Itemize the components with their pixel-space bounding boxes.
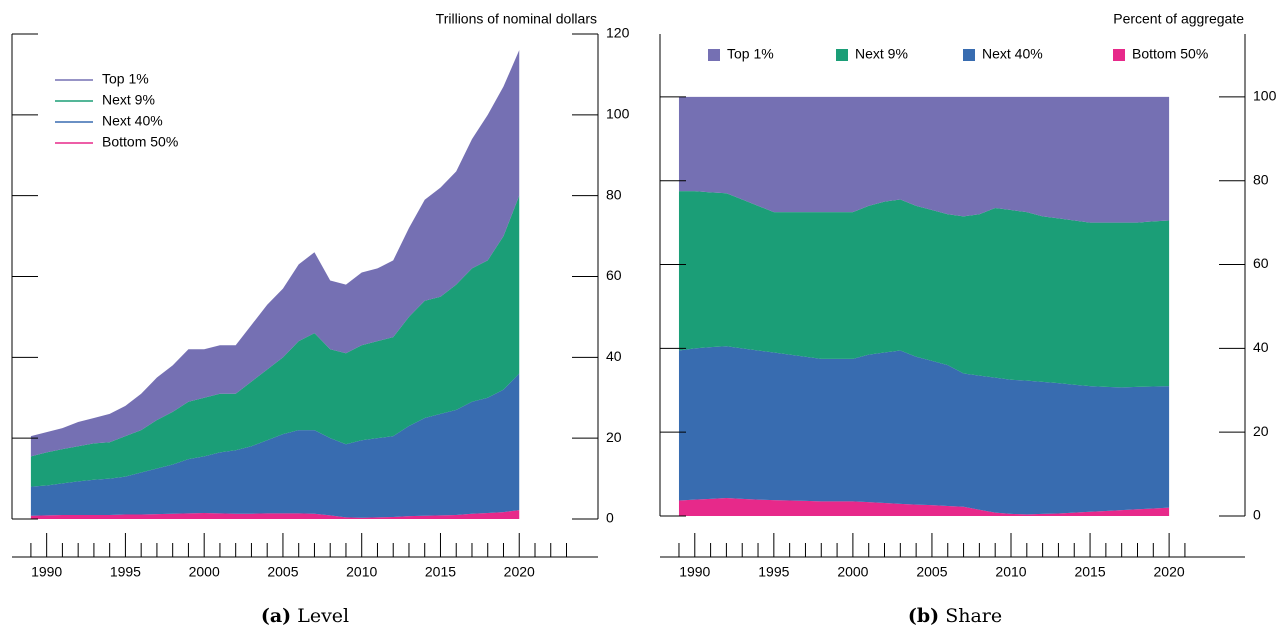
area: [30, 373, 520, 518]
legend-marker: [836, 49, 848, 61]
caption-label: (b): [908, 605, 939, 627]
x-tick-label: 2000: [189, 564, 220, 580]
area: [678, 497, 1170, 516]
legend-label: Next 40%: [982, 46, 1043, 62]
x-tick-label: 1995: [758, 564, 789, 580]
legend-label: Next 9%: [855, 46, 908, 62]
x-tick-label: 1990: [31, 564, 62, 580]
legend-marker: [963, 49, 975, 61]
x-tick-label: 2015: [425, 564, 456, 580]
y-tick-label: 100: [1253, 88, 1277, 104]
x-tick-label: 1990: [679, 564, 710, 580]
y-tick-label: 100: [606, 106, 630, 122]
caption: (a) Level: [261, 605, 349, 627]
caption-label: (a): [261, 605, 291, 627]
x-tick-label: 2000: [837, 564, 868, 580]
caption-text: Level: [297, 605, 349, 627]
y-axis-label: Percent of aggregate: [1113, 11, 1244, 27]
x-tick-label: 1995: [110, 564, 141, 580]
area: [30, 195, 520, 487]
legend-label: Top 1%: [102, 71, 149, 87]
legend-label: Bottom 50%: [102, 134, 178, 150]
caption-text: Share: [945, 605, 1002, 627]
y-tick-label: 0: [606, 510, 614, 526]
y-tick-label: 120: [606, 25, 630, 41]
y-tick-label: 0: [1253, 507, 1261, 523]
caption: (b) Share: [908, 605, 1002, 627]
legend-label: Top 1%: [727, 46, 774, 62]
y-tick-label: 40: [606, 348, 622, 364]
area: [678, 346, 1170, 515]
legend-marker: [1113, 49, 1125, 61]
y-tick-label: 40: [1253, 339, 1269, 355]
y-axis-label: Trillions of nominal dollars: [436, 11, 597, 27]
y-tick-label: 20: [606, 429, 622, 445]
y-tick-label: 80: [606, 186, 622, 202]
y-tick-label: 80: [1253, 171, 1269, 187]
y-tick-label: 60: [606, 267, 622, 283]
area: [678, 191, 1170, 388]
y-tick-label: 20: [1253, 423, 1269, 439]
x-tick-label: 2005: [267, 564, 298, 580]
x-tick-label: 2015: [1074, 564, 1105, 580]
x-tick-label: 2005: [916, 564, 947, 580]
y-tick-label: 60: [1253, 255, 1269, 271]
legend-label: Bottom 50%: [1132, 46, 1208, 62]
x-tick-label: 2010: [995, 564, 1026, 580]
area: [678, 96, 1170, 223]
x-tick-label: 2020: [1154, 564, 1185, 580]
x-tick-label: 2020: [504, 564, 535, 580]
legend-label: Next 40%: [102, 113, 163, 129]
area: [30, 50, 520, 457]
legend-label: Next 9%: [102, 92, 155, 108]
legend-marker: [708, 49, 720, 61]
x-tick-label: 2010: [346, 564, 377, 580]
